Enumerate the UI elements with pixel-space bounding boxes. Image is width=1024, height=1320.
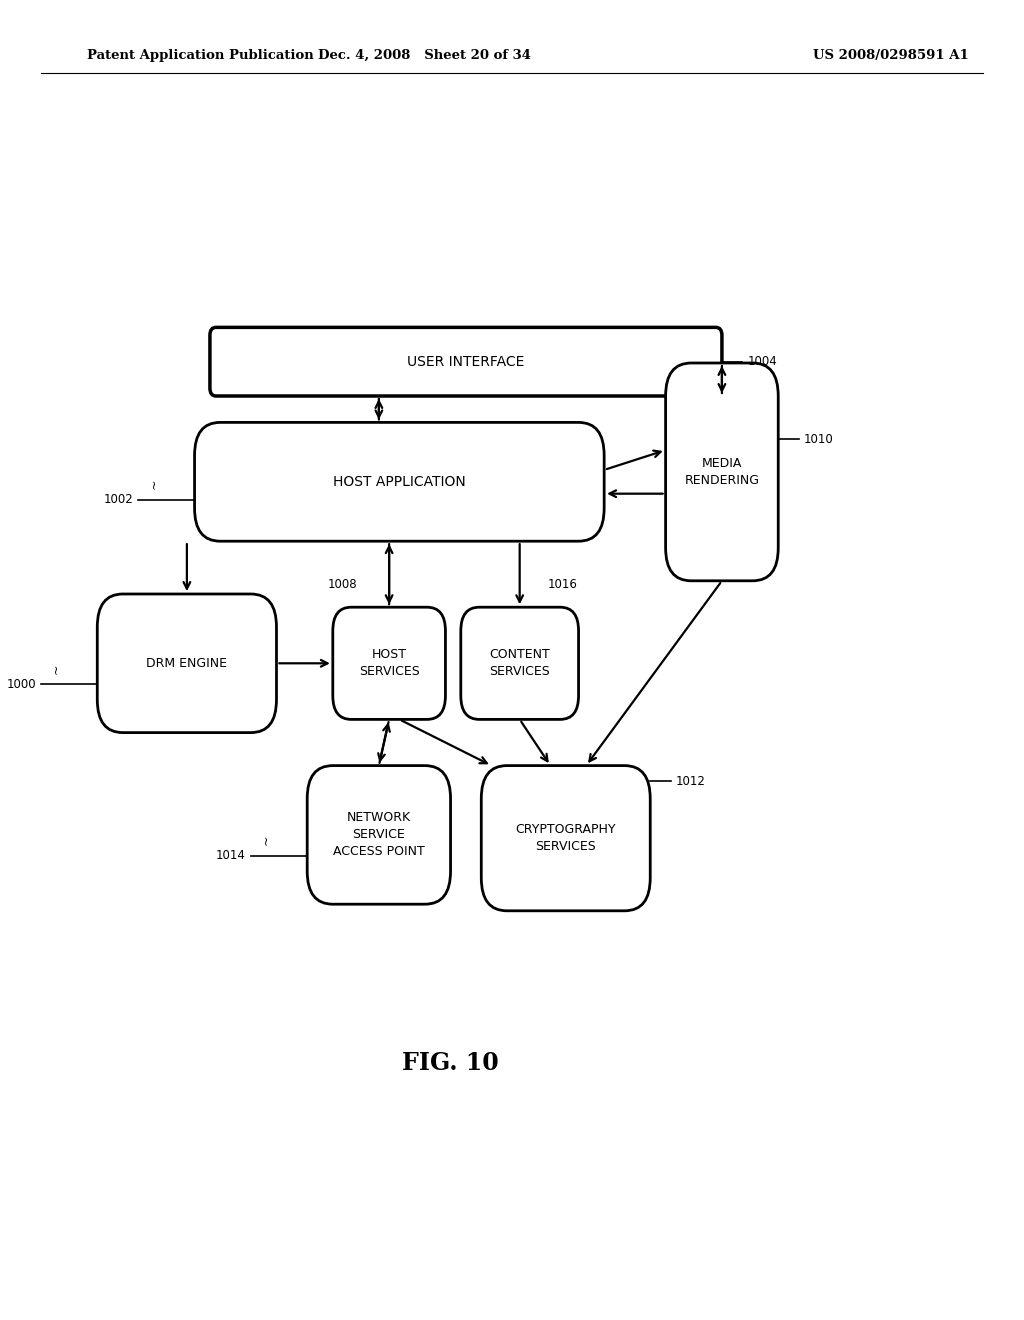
Text: 1008: 1008 — [328, 578, 357, 591]
Text: MEDIA
RENDERING: MEDIA RENDERING — [684, 457, 760, 487]
Text: CRYPTOGRAPHY
SERVICES: CRYPTOGRAPHY SERVICES — [515, 824, 616, 853]
Text: CONTENT
SERVICES: CONTENT SERVICES — [489, 648, 550, 678]
Text: ~: ~ — [147, 479, 160, 490]
Text: FIG. 10: FIG. 10 — [402, 1051, 499, 1074]
Text: USER INTERFACE: USER INTERFACE — [408, 355, 524, 368]
Text: 1016: 1016 — [548, 578, 578, 591]
Text: 1004: 1004 — [748, 355, 777, 368]
FancyBboxPatch shape — [195, 422, 604, 541]
Text: ~: ~ — [260, 834, 272, 845]
FancyBboxPatch shape — [666, 363, 778, 581]
Text: DRM ENGINE: DRM ENGINE — [146, 657, 227, 669]
Text: HOST
SERVICES: HOST SERVICES — [358, 648, 420, 678]
Text: Patent Application Publication: Patent Application Publication — [87, 49, 313, 62]
Text: Dec. 4, 2008   Sheet 20 of 34: Dec. 4, 2008 Sheet 20 of 34 — [318, 49, 531, 62]
Text: 1014: 1014 — [216, 849, 246, 862]
FancyBboxPatch shape — [97, 594, 276, 733]
Text: US 2008/0298591 A1: US 2008/0298591 A1 — [813, 49, 969, 62]
FancyBboxPatch shape — [461, 607, 579, 719]
Text: 1000: 1000 — [6, 677, 36, 690]
FancyBboxPatch shape — [481, 766, 650, 911]
FancyBboxPatch shape — [333, 607, 445, 719]
Text: NETWORK
SERVICE
ACCESS POINT: NETWORK SERVICE ACCESS POINT — [333, 812, 425, 858]
Text: 1010: 1010 — [804, 433, 834, 446]
FancyBboxPatch shape — [307, 766, 451, 904]
Text: 1002: 1002 — [103, 494, 133, 506]
Text: HOST APPLICATION: HOST APPLICATION — [333, 475, 466, 488]
FancyBboxPatch shape — [210, 327, 722, 396]
Text: ~: ~ — [50, 663, 62, 673]
Text: 1012: 1012 — [676, 775, 706, 788]
